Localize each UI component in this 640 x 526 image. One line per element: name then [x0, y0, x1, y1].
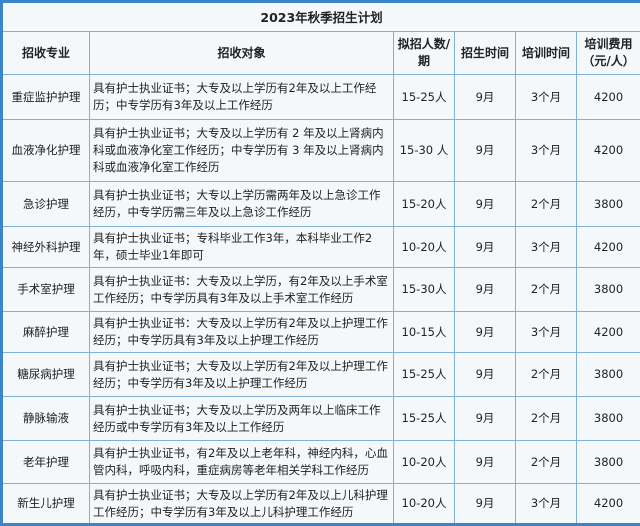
cell-duration: 3个月: [516, 227, 577, 268]
cell-duration: 2个月: [516, 268, 577, 312]
cell-enroll: 9月: [455, 312, 516, 353]
cell-fee: 3800: [577, 397, 640, 441]
header-major: 招收专业: [2, 32, 90, 75]
cell-quota: 15-25人: [394, 397, 455, 441]
cell-fee: 4200: [577, 227, 640, 268]
cell-duration: 3个月: [516, 312, 577, 353]
cell-duration: 2个月: [516, 182, 577, 227]
cell-target: 具有护士执业证书，有2年及以上老年科，神经内科，心血管内科，呼吸内科，重症病房等…: [90, 441, 394, 484]
cell-duration: 2个月: [516, 397, 577, 441]
cell-target: 具有护士执业证书：大专及以上学历有2年及以上护理工作经历；中专学历具有3年及以上…: [90, 312, 394, 353]
cell-target: 具有护士执业证书；专科毕业工作3年，本科毕业工作2年，硕士毕业1年即可: [90, 227, 394, 268]
header-quota: 拟招人数/期: [394, 32, 455, 75]
table-row: 手术室护理具有护士执业证书：大专及以上学历，有2年及以上手术室工作经历；中专学历…: [2, 268, 640, 312]
cell-target: 具有护士执业证书；大专及以上学历有2年及以上工作经历；中专学历有3年及以上工作经…: [90, 75, 394, 120]
cell-fee: 3800: [577, 268, 640, 312]
cell-quota: 15-25人: [394, 353, 455, 397]
header-duration: 培训时间: [516, 32, 577, 75]
cell-quota: 15-25人: [394, 75, 455, 120]
cell-enroll: 9月: [455, 182, 516, 227]
table-row: 老年护理具有护士执业证书，有2年及以上老年科，神经内科，心血管内科，呼吸内科，重…: [2, 441, 640, 484]
cell-target: 具有护士执业证书；大专及以上学历及两年以上临床工作经历或中专学历有3年及以上工作…: [90, 397, 394, 441]
cell-target: 具有护士执业证书；大专以上学历需两年及以上急诊工作经历，中专学历需三年及以上急诊…: [90, 182, 394, 227]
table-row: 重症监护护理具有护士执业证书；大专及以上学历有2年及以上工作经历；中专学历有3年…: [2, 75, 640, 120]
cell-enroll: 9月: [455, 441, 516, 484]
cell-enroll: 9月: [455, 227, 516, 268]
table-row: 糖尿病护理具有护士执业证书；大专及以上学历有2年及以上护理工作经历；中专学历有3…: [2, 353, 640, 397]
cell-major: 静脉输液: [2, 397, 90, 441]
cell-quota: 15-30人: [394, 268, 455, 312]
cell-enroll: 9月: [455, 353, 516, 397]
table-row: 神经外科护理具有护士执业证书；专科毕业工作3年，本科毕业工作2年，硕士毕业1年即…: [2, 227, 640, 268]
cell-duration: 3个月: [516, 75, 577, 120]
cell-fee: 4200: [577, 484, 640, 525]
cell-fee: 4200: [577, 75, 640, 120]
cell-enroll: 9月: [455, 484, 516, 525]
cell-quota: 10-20人: [394, 484, 455, 525]
table-row: 麻醉护理具有护士执业证书：大专及以上学历有2年及以上护理工作经历；中专学历具有3…: [2, 312, 640, 353]
cell-duration: 3个月: [516, 120, 577, 182]
cell-major: 麻醉护理: [2, 312, 90, 353]
table-title: 2023年秋季招生计划: [2, 2, 640, 32]
cell-quota: 15-30 人: [394, 120, 455, 182]
cell-enroll: 9月: [455, 75, 516, 120]
header-target: 招收对象: [90, 32, 394, 75]
cell-target: 具有护士执业证书；大专及以上学历有 2 年及以上肾病内科或血液净化室工作经历；中…: [90, 120, 394, 182]
cell-major: 重症监护护理: [2, 75, 90, 120]
table-row: 急诊护理具有护士执业证书；大专以上学历需两年及以上急诊工作经历，中专学历需三年及…: [2, 182, 640, 227]
cell-target: 具有护士执业证书；大专及以上学历有2年及以上儿科护理工作经历；中专学历有3年及以…: [90, 484, 394, 525]
cell-enroll: 9月: [455, 120, 516, 182]
cell-major: 血液净化护理: [2, 120, 90, 182]
cell-enroll: 9月: [455, 268, 516, 312]
cell-duration: 2个月: [516, 353, 577, 397]
cell-fee: 4200: [577, 312, 640, 353]
cell-major: 急诊护理: [2, 182, 90, 227]
cell-quota: 10-20人: [394, 227, 455, 268]
cell-major: 神经外科护理: [2, 227, 90, 268]
cell-duration: 2个月: [516, 441, 577, 484]
cell-quota: 10-15人: [394, 312, 455, 353]
cell-major: 新生儿护理: [2, 484, 90, 525]
cell-target: 具有护士执业证书：大专及以上学历，有2年及以上手术室工作经历；中专学历具有3年及…: [90, 268, 394, 312]
cell-major: 手术室护理: [2, 268, 90, 312]
table-row: 静脉输液具有护士执业证书；大专及以上学历及两年以上临床工作经历或中专学历有3年及…: [2, 397, 640, 441]
cell-quota: 15-20人: [394, 182, 455, 227]
cell-major: 糖尿病护理: [2, 353, 90, 397]
header-fee: 培训费用（元/人）: [577, 32, 640, 75]
cell-fee: 4200: [577, 120, 640, 182]
table-row: 血液净化护理具有护士执业证书；大专及以上学历有 2 年及以上肾病内科或血液净化室…: [2, 120, 640, 182]
cell-quota: 10-20人: [394, 441, 455, 484]
header-row: 招收专业 招收对象 拟招人数/期 招生时间 培训时间 培训费用（元/人）: [2, 32, 640, 75]
cell-fee: 3800: [577, 182, 640, 227]
cell-major: 老年护理: [2, 441, 90, 484]
cell-duration: 3个月: [516, 484, 577, 525]
header-enroll: 招生时间: [455, 32, 516, 75]
cell-enroll: 9月: [455, 397, 516, 441]
cell-target: 具有护士执业证书；大专及以上学历有2年及以上护理工作经历；中专学历有3年及以上护…: [90, 353, 394, 397]
table-row: 新生儿护理具有护士执业证书；大专及以上学历有2年及以上儿科护理工作经历；中专学历…: [2, 484, 640, 525]
cell-fee: 3800: [577, 441, 640, 484]
cell-fee: 3800: [577, 353, 640, 397]
